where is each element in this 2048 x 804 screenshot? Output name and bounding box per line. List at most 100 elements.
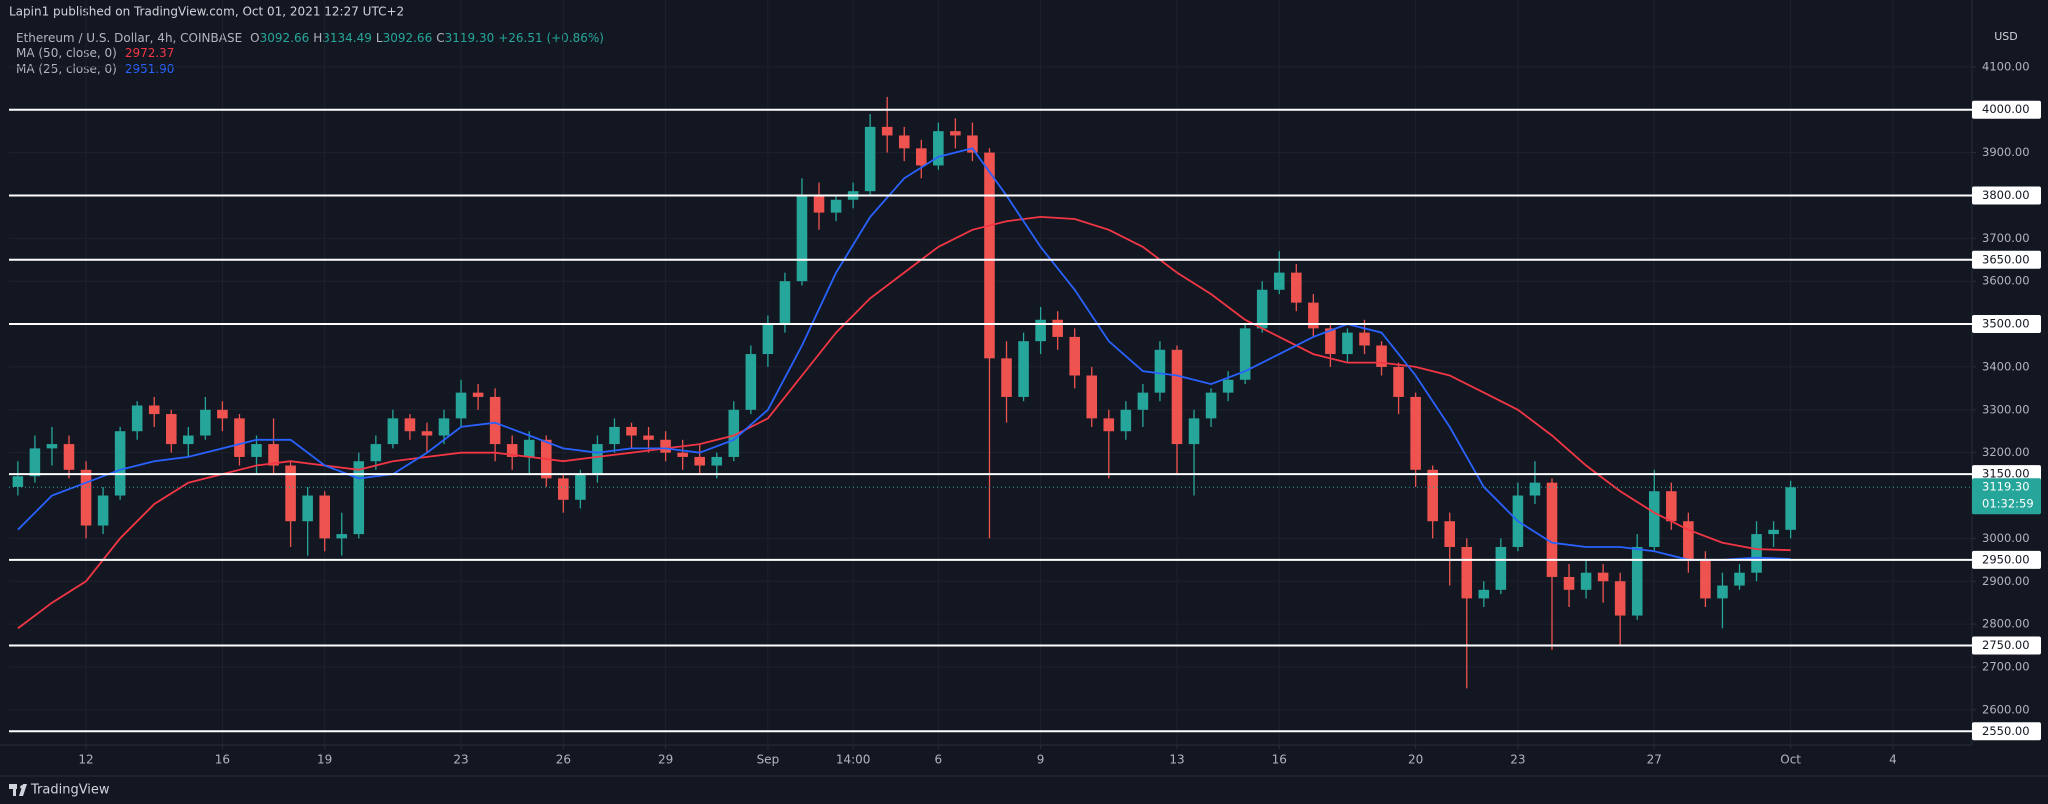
x-tick-label: Sep xyxy=(757,753,780,767)
candle-body xyxy=(1410,396,1421,470)
candle-body xyxy=(1018,341,1029,397)
level-label: 3650.00 xyxy=(1982,252,2030,266)
candle-body xyxy=(251,444,262,457)
legend-ma: MA (25, close, 0) 2951.90 xyxy=(16,62,174,76)
candle-body xyxy=(967,135,978,153)
candle-body xyxy=(183,435,194,445)
candle-body xyxy=(1495,546,1507,590)
candle-body xyxy=(1188,418,1200,445)
x-tick-label: 23 xyxy=(1510,753,1525,767)
candle-body xyxy=(1359,332,1370,346)
legend-value: 3119.30 xyxy=(445,31,495,45)
candle-body xyxy=(711,456,723,466)
price-tag-countdown: 01:32:59 xyxy=(1982,497,2034,511)
candle-body xyxy=(660,439,671,453)
logo-shape xyxy=(20,785,24,789)
candle-body xyxy=(319,495,330,539)
candle-body xyxy=(1001,358,1012,397)
ma-line xyxy=(17,147,1791,561)
candle-body xyxy=(1239,328,1251,380)
level-label: 3150.00 xyxy=(1982,467,2030,481)
x-tick-label: 26 xyxy=(556,753,571,767)
legend-key: H xyxy=(313,31,322,45)
x-tick-label: 29 xyxy=(658,753,673,767)
candle-body xyxy=(523,439,535,457)
candle-body xyxy=(1461,546,1473,599)
candle-body xyxy=(1376,345,1387,367)
candle-body xyxy=(609,426,620,445)
candle-body xyxy=(421,431,433,436)
candle-body xyxy=(1666,491,1677,522)
candle-body xyxy=(1086,375,1098,419)
candle-body xyxy=(762,324,774,355)
x-tick-label: 13 xyxy=(1169,753,1184,767)
candle-body xyxy=(1563,576,1575,590)
candle-body xyxy=(148,405,160,415)
candle-body xyxy=(1120,409,1132,432)
candle-body xyxy=(97,495,109,526)
y-tick-label: 3900.00 xyxy=(1982,145,2030,159)
candle-body xyxy=(1614,581,1626,616)
candle-body xyxy=(830,199,842,213)
legend-key: O xyxy=(250,31,259,45)
candle-body xyxy=(1273,272,1285,290)
candle-body xyxy=(114,431,126,496)
candle-body xyxy=(694,456,705,466)
currency: USD xyxy=(1994,30,2018,43)
candle-body xyxy=(1342,332,1353,355)
y-tick-label: 3700.00 xyxy=(1982,231,2030,245)
candle-body xyxy=(575,474,586,500)
legend-change: +26.51 (+0.86%) xyxy=(498,31,604,45)
candle-body xyxy=(1597,572,1609,582)
y-tick-label: 2900.00 xyxy=(1982,574,2030,588)
candle-body xyxy=(933,131,944,166)
candle-body xyxy=(677,452,688,457)
x-tick-label: Oct xyxy=(1780,753,1801,767)
candle-body xyxy=(1478,589,1490,599)
candle-body xyxy=(558,478,569,500)
candle-body xyxy=(353,461,365,535)
candle-body xyxy=(779,281,791,325)
level-label: 2950.00 xyxy=(1982,552,2030,566)
candle-body xyxy=(336,534,348,539)
candle-body xyxy=(80,469,92,526)
candle-body xyxy=(1291,272,1302,303)
level-tag xyxy=(1972,186,2041,205)
x-tick-label: 14:00 xyxy=(836,753,871,767)
legend-key: L xyxy=(376,31,383,45)
candle-body xyxy=(489,396,501,445)
candle-body xyxy=(1069,336,1080,376)
candle-body xyxy=(950,131,961,136)
level-label: 3800.00 xyxy=(1982,188,2030,202)
candle-body xyxy=(745,354,757,410)
candle-body xyxy=(1205,392,1217,419)
candle-body xyxy=(796,195,808,282)
level-label: 2750.00 xyxy=(1982,638,2030,652)
x-tick-label: 12 xyxy=(78,753,93,767)
chart-title: Ethereum / U.S. Dollar, 4h, COINBASE xyxy=(16,31,242,45)
candle-body xyxy=(302,495,313,522)
candle-body xyxy=(643,435,654,440)
level-tag xyxy=(1972,315,2041,334)
y-tick-label: 2800.00 xyxy=(1982,617,2030,631)
brand-name: TradingView xyxy=(30,783,110,798)
candle-body xyxy=(455,392,467,419)
level-tag xyxy=(1972,550,2041,569)
price-tag xyxy=(1972,478,2041,515)
candle-body xyxy=(404,418,416,432)
candle-body xyxy=(370,444,382,462)
legend-ma-name: MA (50, close, 0) xyxy=(16,46,117,60)
candle-body xyxy=(1768,529,1779,535)
x-tick-label: 27 xyxy=(1647,753,1662,767)
plot-area xyxy=(9,0,1972,745)
candle-body xyxy=(1751,534,1762,573)
legend-key: C xyxy=(436,31,444,45)
candle-body xyxy=(1427,469,1438,522)
candle-body xyxy=(1103,418,1115,432)
level-tag xyxy=(1972,722,2041,741)
candle-body xyxy=(1444,521,1455,547)
x-tick-label: 20 xyxy=(1408,753,1423,767)
x-tick-label: 16 xyxy=(215,753,230,767)
y-tick-label: 3600.00 xyxy=(1982,274,2030,288)
y-tick-label: 3000.00 xyxy=(1982,531,2030,545)
